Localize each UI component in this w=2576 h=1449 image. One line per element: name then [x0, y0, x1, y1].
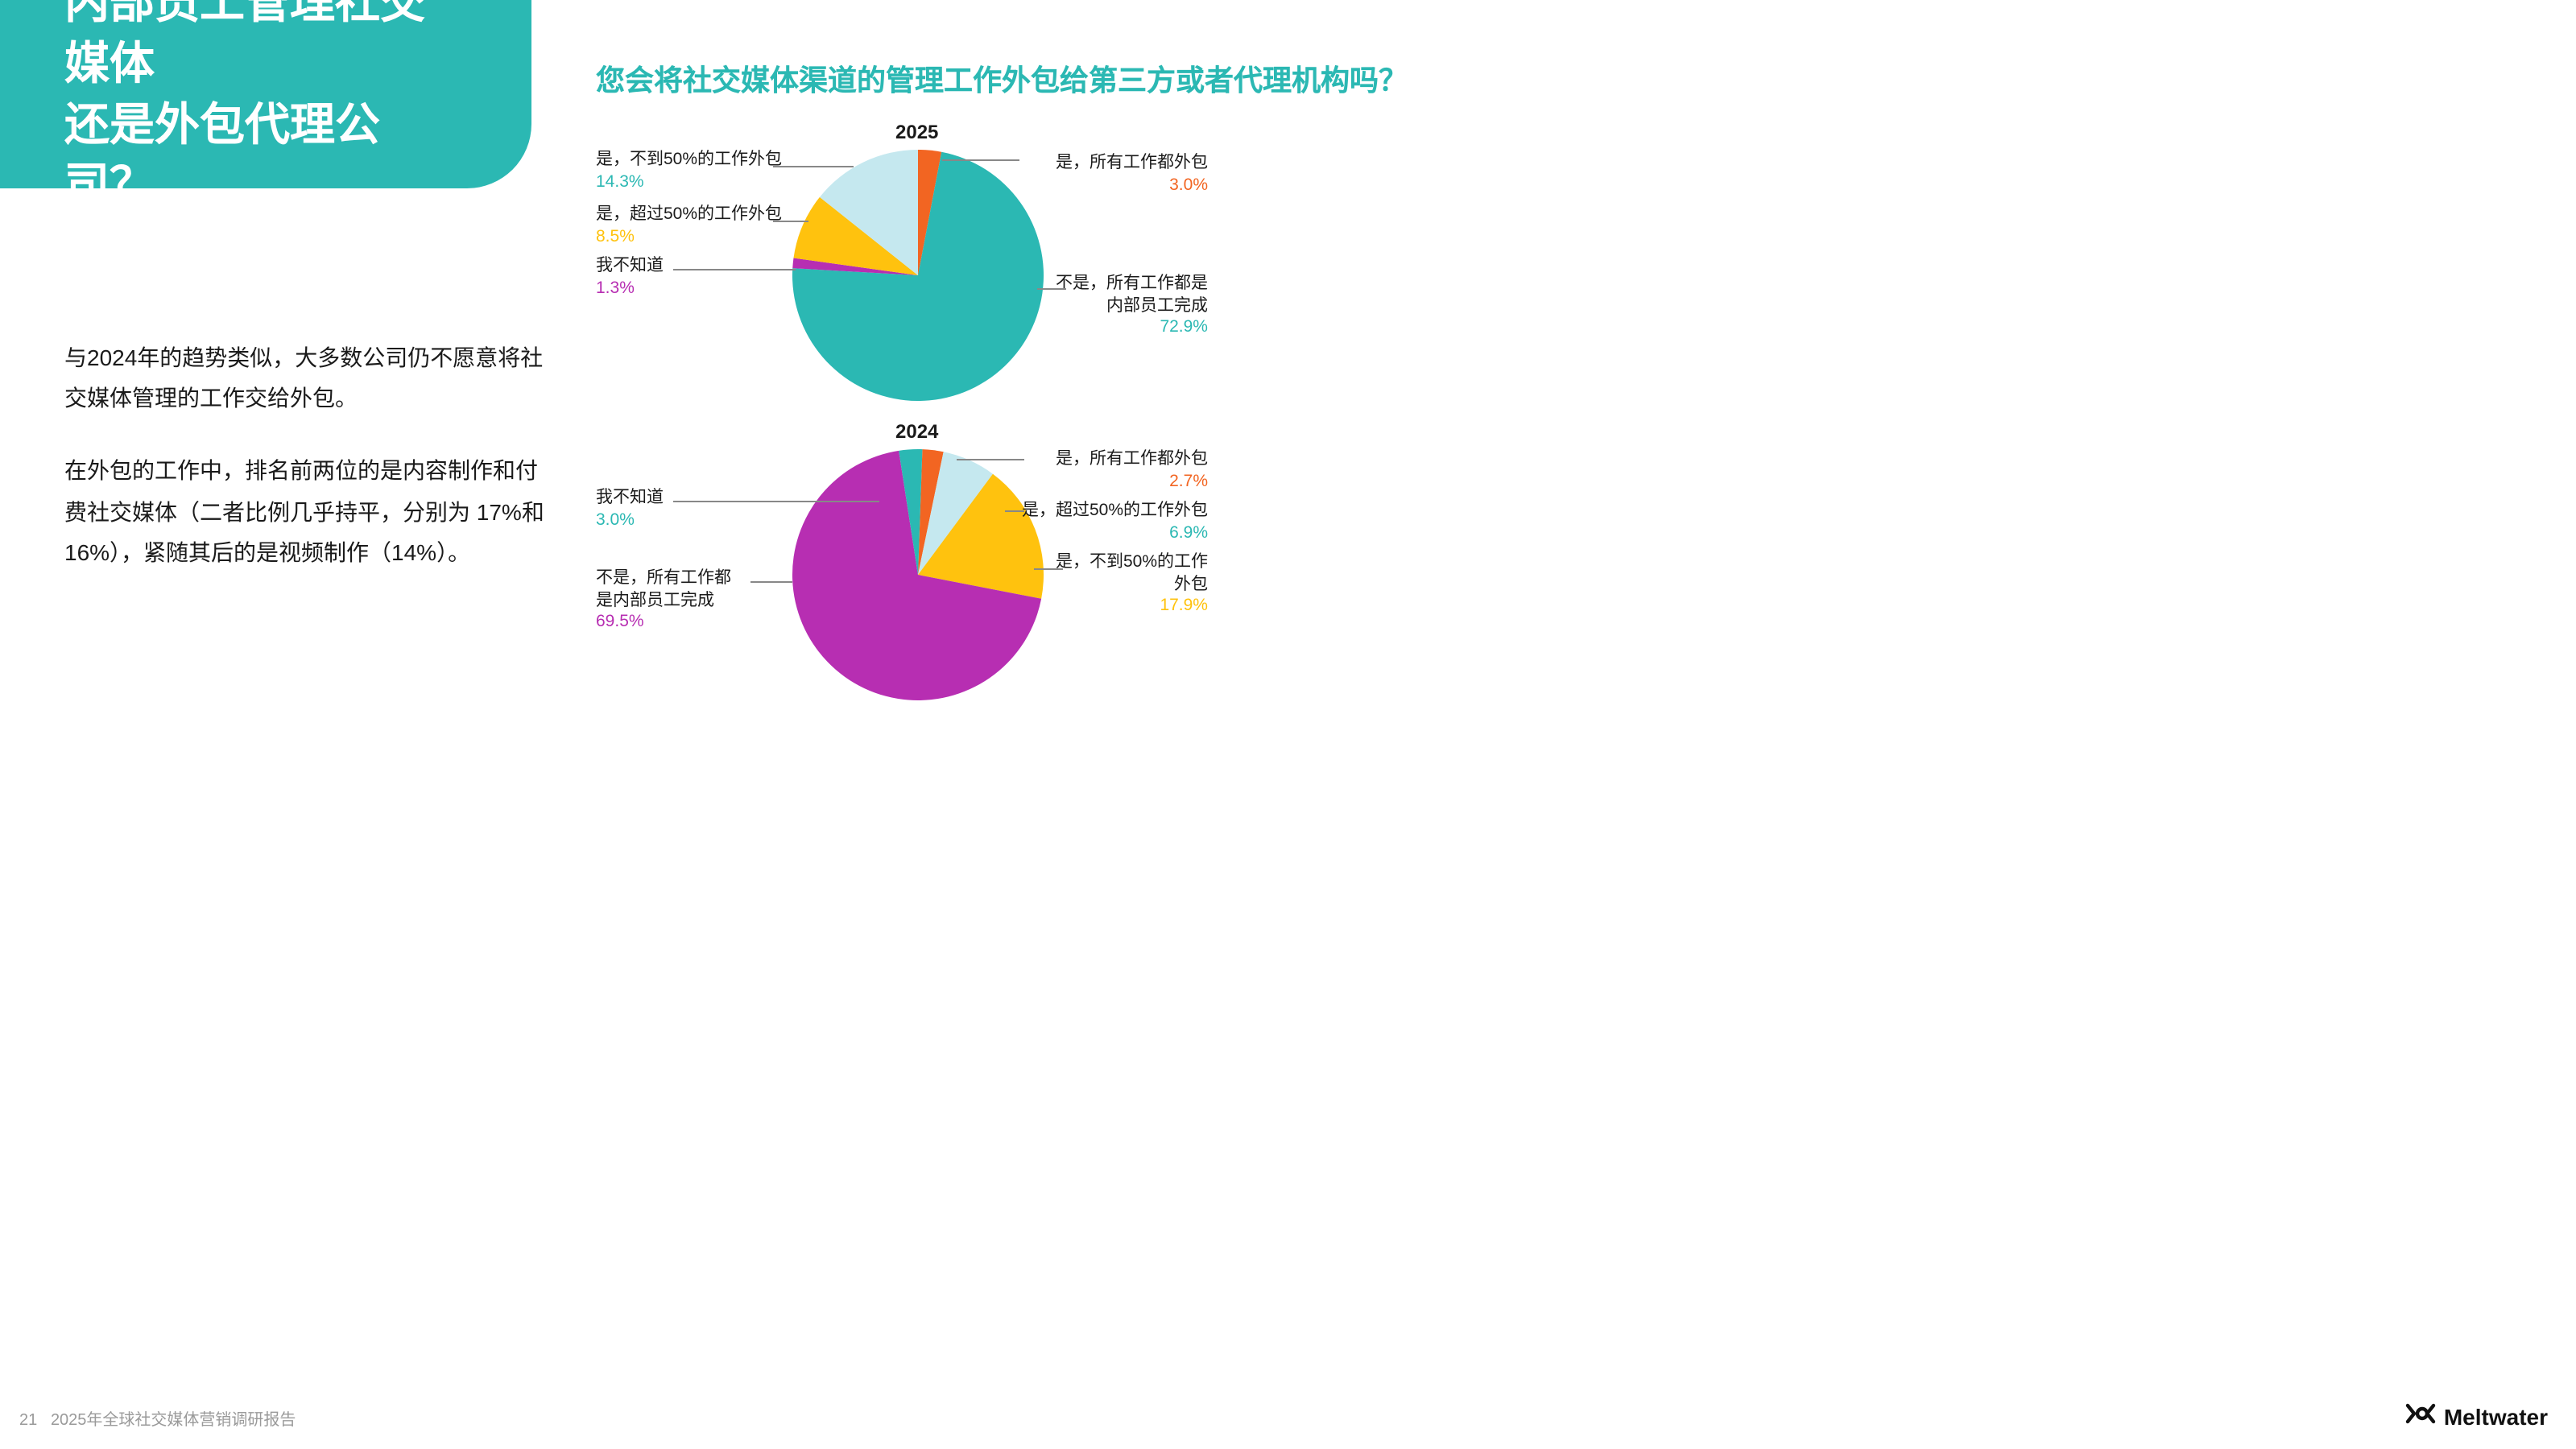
leader-line: [1034, 568, 1063, 570]
pie-2024-label-dontknow: 我不知道 3.0%: [596, 488, 664, 532]
pie-2025-label-lt50: 是，不到50%的工作外包 14.3%: [596, 150, 782, 194]
pie-2025-label-dontknow: 我不知道 1.3%: [596, 256, 664, 300]
chart-area: 2025 是，所有工作都外包 3.0% 不是，所有工作都是 内部员工完成 72.…: [596, 121, 1208, 720]
leader-line: [773, 166, 854, 167]
pie-2025-label-internal: 不是，所有工作都是 内部员工完成 72.9%: [1056, 274, 1208, 340]
pie-2024: 2024 是，所有工作都外包 2.7% 是，超过50%的工作外包 6.9% 是，…: [596, 420, 1208, 710]
pie-2024-label-lt50: 是，不到50%的工作 外包 17.9%: [1056, 552, 1208, 618]
leader-line: [673, 501, 879, 502]
pie-2024-svg: [789, 446, 1047, 704]
pie-2024-label-gt50: 是，超过50%的工作外包 6.9%: [1022, 501, 1208, 545]
body-text: 与2024年的趋势类似，大多数公司仍不愿意将社交媒体管理的工作交给外包。 在外包…: [64, 338, 548, 605]
pie-2024-label-all-outsource: 是，所有工作都外包 2.7%: [1056, 449, 1208, 493]
body-paragraph-2: 在外包的工作中，排名前两位的是内容制作和付费社交媒体（二者比例几乎持平，分别为 …: [64, 452, 548, 573]
pie-2025-year: 2025: [895, 121, 938, 143]
pie-2024-label-internal: 不是，所有工作都 是内部员工完成 69.5%: [596, 568, 731, 634]
page-title: 内部员工管理社交媒体 还是外包代理公司？: [64, 0, 467, 216]
leader-line: [773, 221, 808, 222]
chart-title: 您会将社交媒体渠道的管理工作外包给第三方或者代理机构吗？: [596, 58, 1408, 100]
pie-2024-year: 2024: [895, 420, 938, 443]
pie-2025-label-gt50: 是，超过50%的工作外包 8.5%: [596, 204, 782, 249]
leader-line: [942, 159, 1019, 161]
pie-2025: 2025 是，所有工作都外包 3.0% 不是，所有工作都是 内部员工完成 72.…: [596, 121, 1208, 411]
logo-text: Meltwater: [2444, 1403, 2548, 1429]
leader-line: [1005, 510, 1024, 512]
logo: Meltwater: [2405, 1402, 2548, 1430]
leader-line: [750, 581, 792, 583]
pie-2025-svg: [789, 147, 1047, 404]
footer: 21 2025年全球社交媒体营销调研报告: [19, 1406, 296, 1430]
body-paragraph-1: 与2024年的趋势类似，大多数公司仍不愿意将社交媒体管理的工作交给外包。: [64, 338, 548, 419]
report-name: 2025年全球社交媒体营销调研报告: [51, 1412, 296, 1430]
pie-2025-label-all-outsource: 是，所有工作都外包 3.0%: [1056, 153, 1208, 197]
leader-line: [1037, 288, 1066, 290]
page-number: 21: [19, 1412, 37, 1430]
title-block: 内部员工管理社交媒体 还是外包代理公司？: [0, 0, 531, 188]
leader-line: [957, 459, 1024, 460]
logo-icon: [2405, 1402, 2437, 1430]
leader-line: [673, 269, 796, 270]
